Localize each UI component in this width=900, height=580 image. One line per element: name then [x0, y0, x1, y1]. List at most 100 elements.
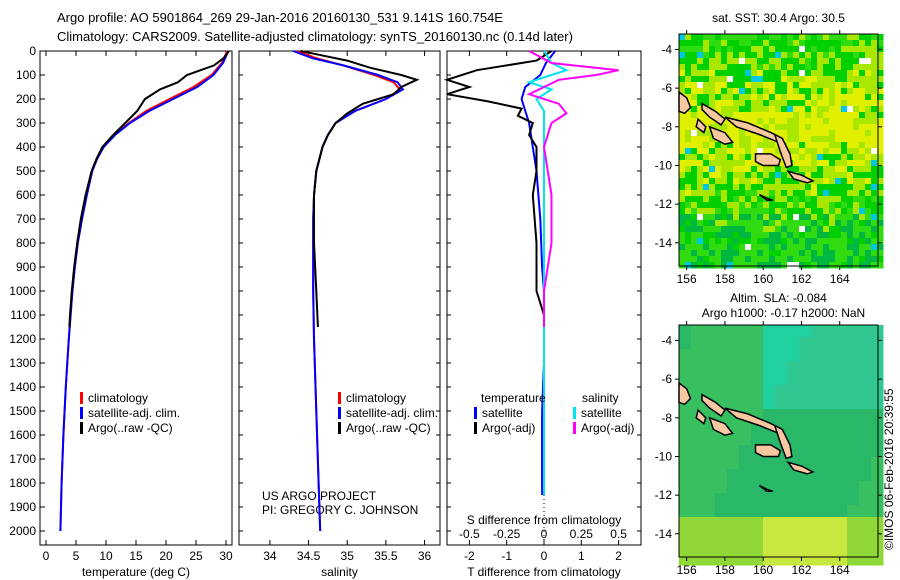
- map-cell: [691, 226, 698, 233]
- map-cell: [751, 172, 758, 179]
- map-cell: [697, 40, 704, 47]
- map-cell: [817, 202, 824, 209]
- map-cell: [829, 250, 836, 257]
- map-cell: [799, 250, 806, 257]
- map-cell: [841, 52, 848, 59]
- map-cell: [733, 94, 740, 101]
- map-cell: [829, 214, 836, 221]
- map-cell: [757, 262, 764, 269]
- map-cell: [679, 361, 692, 374]
- map-cell: [691, 34, 698, 41]
- x-axis-label: temperature (deg C): [82, 565, 190, 579]
- map-cell: [697, 88, 704, 95]
- map-cell: [805, 196, 812, 203]
- map-cell: [703, 208, 710, 215]
- map-cell: [781, 232, 788, 239]
- map-cell: [739, 142, 746, 149]
- map-cell: [745, 52, 752, 59]
- map-cell: [685, 202, 692, 209]
- x-tick-label: -1: [501, 549, 512, 563]
- map-x-tick-label: 160: [753, 272, 773, 286]
- map-cell: [877, 40, 884, 47]
- map-cell: [733, 178, 740, 185]
- map-cell: [841, 76, 848, 83]
- map-cell: [787, 409, 800, 422]
- map-cell: [799, 397, 812, 410]
- depth-tick-label: 200: [16, 92, 36, 106]
- map-cell: [847, 76, 854, 83]
- map-cell: [739, 373, 752, 386]
- map-cell: [715, 256, 722, 263]
- map-cell: [853, 76, 860, 83]
- map-cell: [811, 481, 824, 494]
- map-cell: [691, 118, 698, 125]
- map-cell: [775, 112, 782, 119]
- map-cell: [877, 34, 884, 41]
- map-cell: [739, 82, 746, 89]
- map-cell: [745, 136, 752, 143]
- map-cell: [721, 88, 728, 95]
- map-cell: [763, 112, 770, 119]
- map-cell: [739, 541, 752, 554]
- map-cell: [817, 142, 824, 149]
- map-cell: [691, 469, 704, 482]
- depth-tick-label: 500: [16, 164, 36, 178]
- map-cell: [835, 553, 848, 566]
- map-cell: [715, 46, 722, 53]
- map-cell: [715, 154, 722, 161]
- map-cell: [811, 46, 818, 53]
- map-cell: [823, 52, 830, 59]
- map-cell: [739, 493, 752, 506]
- map-x-tick-label: 162: [791, 563, 811, 577]
- legend-swatch: [338, 407, 341, 419]
- map-cell: [817, 232, 824, 239]
- map-cell: [787, 226, 794, 233]
- map-cell: [781, 100, 788, 107]
- map-cell: [811, 94, 818, 101]
- legend-swatch: [338, 422, 341, 434]
- map-cell: [769, 100, 776, 107]
- map-cell: [775, 244, 782, 251]
- map-cell: [709, 76, 716, 83]
- map-cell: [805, 88, 812, 95]
- map-cell: [733, 256, 740, 263]
- map-cell: [697, 208, 704, 215]
- map-cell: [763, 409, 776, 422]
- map-cell: [829, 46, 836, 53]
- map-cell: [829, 196, 836, 203]
- map-cell: [823, 160, 830, 167]
- map-cell: [763, 52, 770, 59]
- legend-swatch: [474, 422, 477, 434]
- map-cell: [721, 52, 728, 59]
- map-cell: [823, 46, 830, 53]
- map-cell: [823, 445, 836, 458]
- map-cell: [853, 160, 860, 167]
- map-cell: [751, 208, 758, 215]
- map-cell: [835, 94, 842, 101]
- map-cell: [811, 40, 818, 47]
- map-cell: [781, 94, 788, 101]
- map-cell: [871, 244, 878, 251]
- map-cell: [823, 457, 836, 470]
- island: [695, 117, 707, 134]
- map-cell: [847, 349, 860, 362]
- map-cell: [835, 136, 842, 143]
- map-cell: [763, 94, 770, 101]
- map-cell: [715, 262, 722, 269]
- map-cell: [775, 214, 782, 221]
- map-cell: [811, 373, 824, 386]
- island: [695, 408, 707, 425]
- map-cell: [751, 178, 758, 185]
- map-cell: [739, 148, 746, 155]
- map-cell: [691, 46, 698, 53]
- map-cell: [787, 244, 794, 251]
- map-cell: [691, 160, 698, 167]
- map-cell: [781, 76, 788, 83]
- map-cell: [811, 226, 818, 233]
- map-cell: [703, 349, 716, 362]
- map-cell: [703, 46, 710, 53]
- map-cell: [835, 469, 848, 482]
- legend-label: Argo(-adj): [482, 421, 535, 435]
- map-cell: [751, 529, 764, 542]
- map-cell: [877, 148, 884, 155]
